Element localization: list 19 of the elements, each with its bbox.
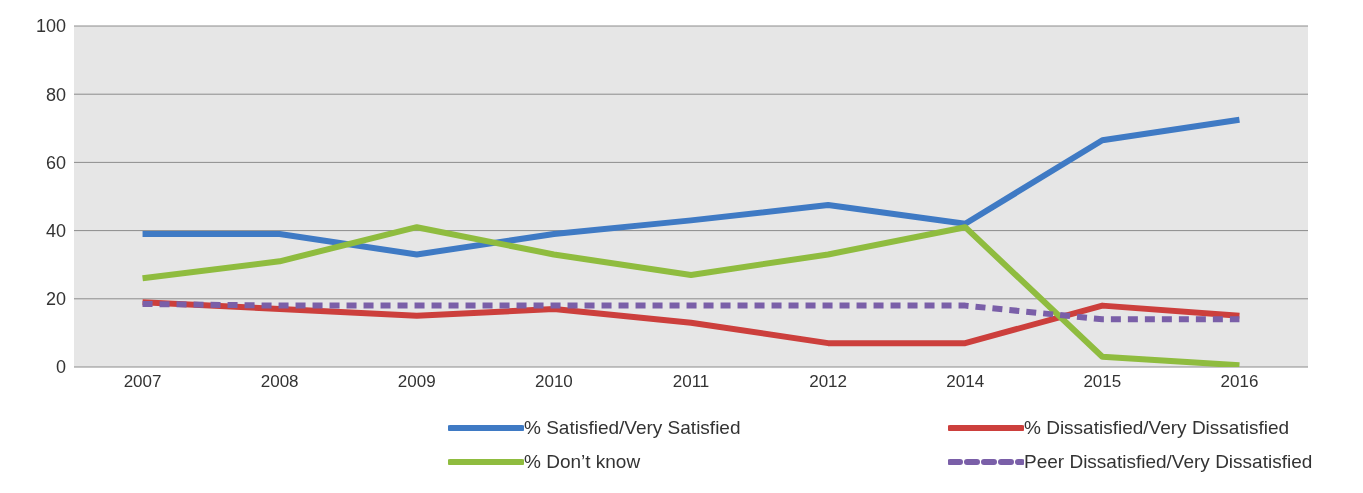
- x-tick-label: 2016: [1220, 372, 1259, 392]
- x-tick-label: 2009: [397, 372, 436, 392]
- y-tick-label: 60: [45, 152, 66, 173]
- x-tick-label: 2011: [672, 372, 710, 392]
- y-tick-label: 100: [35, 16, 66, 37]
- y-tick-label: 80: [45, 84, 66, 105]
- y-tick-label: 0: [55, 357, 66, 378]
- y-tick-label: 40: [45, 220, 66, 241]
- x-tick-label: 2014: [946, 372, 985, 392]
- x-tick-label: 2012: [809, 372, 848, 392]
- legend-label: % Don’t know: [524, 451, 641, 473]
- x-tick-label: 2008: [260, 372, 299, 392]
- x-tick-label: 2015: [1083, 372, 1122, 392]
- legend-label: % Dissatisfied/Very Dissatisfied: [1024, 417, 1290, 439]
- y-tick-label: 20: [45, 289, 66, 310]
- x-tick-label: 2010: [534, 372, 573, 392]
- legend-label: Peer Dissatisfied/Very Dissatisfied: [1024, 451, 1313, 473]
- x-tick-label: 2007: [123, 372, 162, 392]
- legend-label: % Satisfied/Very Satisfied: [524, 417, 741, 439]
